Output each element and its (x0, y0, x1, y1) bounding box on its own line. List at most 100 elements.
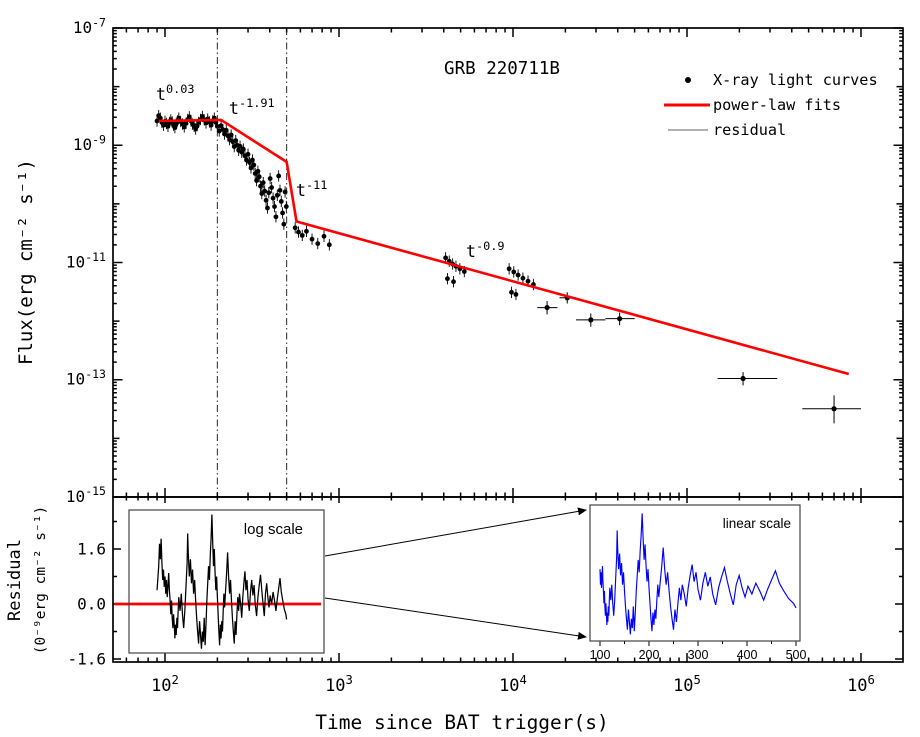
data-point (321, 233, 327, 239)
slope-annotation: t-1.91 (229, 96, 275, 118)
residual-panel-frame (112, 496, 904, 663)
data-point (276, 173, 282, 179)
residual-tick-label: 1.6 (77, 539, 106, 558)
linear-inset-tick-label: 400 (737, 648, 758, 662)
data-point (251, 162, 257, 168)
legend-label-fit: power-law fits (713, 96, 841, 114)
data-point (265, 205, 270, 211)
axis-tick-labels: 102 103 104 105 106 10-7 10-9 10-11 10-13 10-15 1.… (66, 15, 875, 696)
y-axis-title: Flux(erg cm⁻² s⁻¹) (15, 159, 37, 365)
data-point (258, 183, 263, 189)
y-tick-label: 10-9 (73, 133, 106, 155)
data-point (281, 221, 287, 227)
linear-scale-inset-label: linear scale (723, 516, 791, 531)
data-point (270, 195, 276, 201)
data-point (283, 204, 289, 209)
data-point (272, 204, 277, 209)
data-point (445, 276, 450, 282)
linear-inset-ticks (599, 641, 797, 646)
x-axis-title: Time since BAT trigger(s) (315, 711, 609, 734)
data-point (233, 138, 239, 143)
xray-data-points (154, 113, 837, 412)
data-point (326, 242, 332, 248)
tick-marks (113, 27, 903, 662)
data-point (208, 122, 214, 128)
y-tick-label: 10-13 (66, 367, 106, 389)
data-point (292, 225, 298, 231)
data-point (267, 176, 273, 181)
data-point (262, 188, 268, 194)
data-point (280, 210, 285, 216)
legend-label-xray: X-ray light curves (713, 71, 878, 89)
fit-break-vlines (216, 28, 288, 497)
data-point (277, 187, 283, 193)
linear-inset-tick-label: 200 (639, 648, 660, 662)
fit-polyline (158, 118, 850, 376)
legend-label-residual: residual (713, 121, 786, 139)
y-tick-label: 10-11 (66, 250, 106, 272)
data-point (165, 123, 171, 129)
slope-annotations: t0.03 t-1.91 t-11 t-0.9 (156, 82, 505, 261)
residual-tick-label: -1.6 (67, 650, 106, 669)
data-point (515, 272, 521, 278)
legend: X-ray light curves power-law fits residu… (713, 71, 878, 139)
legend-markers (664, 77, 710, 131)
data-point (260, 180, 266, 186)
data-point (520, 275, 526, 281)
data-point (617, 316, 623, 322)
residual-curve-log (156, 514, 288, 649)
data-point (228, 132, 234, 138)
data-point (250, 157, 255, 163)
data-point (263, 197, 269, 203)
slope-annotation: t-0.9 (466, 239, 505, 261)
data-point (509, 289, 514, 295)
data-point (525, 278, 531, 284)
late-point-error-bars (537, 292, 861, 424)
data-point (315, 241, 321, 246)
zoom-arrow-top (324, 507, 587, 557)
data-point (274, 192, 280, 198)
log-scale-inset-box (128, 509, 325, 654)
data-point (216, 128, 222, 134)
residual-axis-title-line2: (0⁻⁹erg cm⁻² s⁻¹) (33, 506, 49, 654)
data-point (511, 269, 517, 275)
linear-inset-tick-label: 100 (590, 648, 611, 662)
data-point (278, 199, 284, 204)
data-point (223, 127, 229, 133)
x-tick-label: 104 (499, 673, 527, 696)
data-point (245, 151, 251, 157)
data-point (154, 118, 160, 124)
data-point (237, 143, 243, 149)
data-point (186, 114, 192, 120)
data-point (214, 123, 220, 129)
chart-title: GRB 220711B (444, 59, 560, 79)
data-point (255, 168, 261, 174)
data-point (506, 266, 512, 272)
x-tick-label: 103 (325, 673, 353, 696)
data-point (443, 255, 449, 261)
slope-annotation: t0.03 (156, 82, 195, 104)
linear-scale-inset-box (589, 504, 801, 642)
data-point (240, 146, 246, 152)
data-point (269, 185, 275, 190)
residual-tick-label: 0.0 (77, 595, 106, 614)
linear-inset-tick-label: 300 (688, 648, 709, 662)
log-scale-inset-label: log scale (244, 521, 303, 538)
data-point (309, 236, 315, 242)
legend-marker-dot (685, 77, 691, 83)
data-point (218, 123, 224, 129)
data-point (588, 317, 594, 323)
x-tick-label: 105 (673, 673, 701, 696)
data-point (254, 178, 259, 183)
residual-axis-title-line1: Residual (5, 539, 25, 621)
data-point (740, 375, 746, 382)
axis-ticks (113, 27, 903, 662)
data-point (282, 189, 288, 195)
slope-annotation: t-11 (296, 178, 327, 200)
y-tick-label: 10-7 (73, 15, 106, 37)
zoom-arrow-bottom (324, 597, 587, 640)
data-point (299, 232, 305, 238)
x-tick-label: 106 (847, 673, 875, 696)
